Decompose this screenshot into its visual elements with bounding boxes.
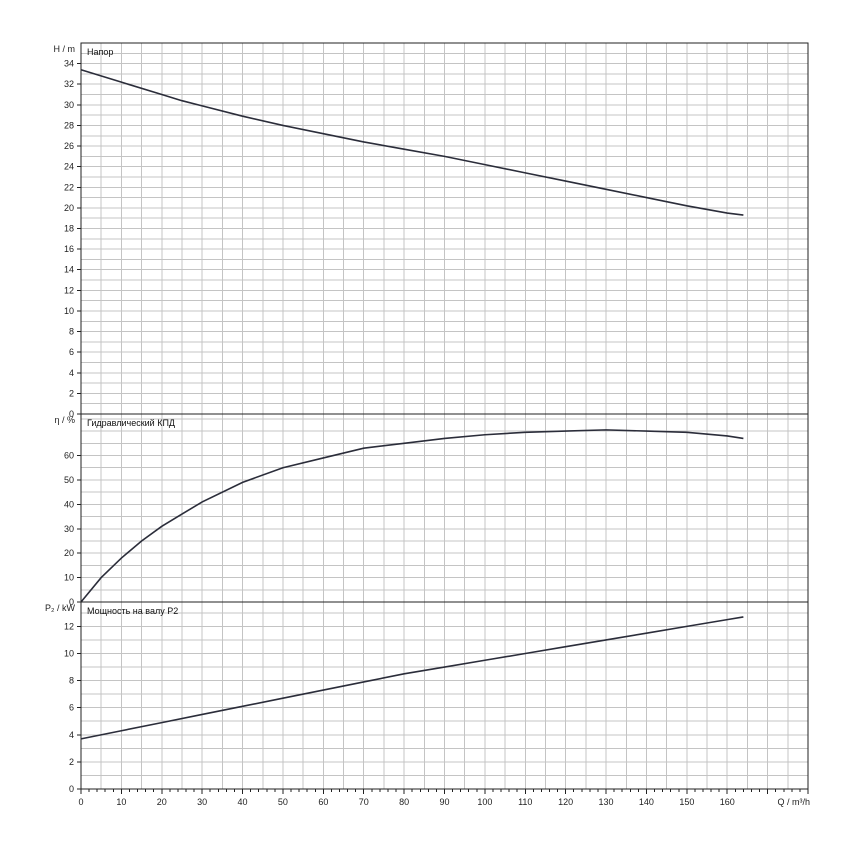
y-tick-label: 12 [64,621,74,631]
y-tick-label: 4 [69,730,74,740]
panel-power: 0 2 4 6 8 10 12 P₂ / kW Мощность на валу P2 [45,601,809,794]
y-tick-label: 22 [64,182,74,192]
y-tick-label: 6 [69,347,74,357]
y-tick-label: 0 [69,409,74,419]
x-tick-label: 110 [518,797,532,807]
panel-title: Гидравлический КПД [87,418,175,428]
x-tick-label: 0 [78,797,83,807]
y-axis-label: P₂ / kW [45,603,75,613]
y-tick-label: 10 [64,306,74,316]
x-axis: 0 10 20 30 40 50 60 70 80 90 100 110 120 130 140 150 160… [78,789,810,807]
x-tick-label: 10 [116,797,126,807]
y-tick-label: 30 [64,100,74,110]
y-tick-label: 20 [64,203,74,213]
x-tick-label: 130 [599,797,614,807]
y-tick-label: 20 [64,548,74,558]
x-tick-label: 60 [318,797,328,807]
y-tick-label: 2 [69,388,74,398]
y-tick-label: 32 [64,79,74,89]
y-tick-label: 24 [64,162,74,172]
panel-title: Мощность на валу P2 [87,606,178,616]
x-tick-label: 160 [720,797,735,807]
series-line-efficiency [80,429,744,603]
y-axis-label: η / % [54,415,75,425]
y-tick-label: 10 [64,573,74,583]
x-tick-label: 20 [157,797,167,807]
y-tick-label: 8 [69,327,74,337]
y-tick-label: 60 [64,451,74,461]
y-tick-label: 0 [69,784,74,794]
y-tick-label: 12 [64,285,74,295]
y-tick-label: 18 [64,224,74,234]
y-tick-label: 40 [64,499,74,509]
y-tick-label: 26 [64,141,74,151]
y-tick-label: 16 [64,244,74,254]
x-tick-label: 90 [439,797,449,807]
panel-title: Напор [87,47,113,57]
y-tick-label: 8 [69,676,74,686]
x-tick-label: 120 [558,797,573,807]
x-tick-label: 100 [477,797,492,807]
y-tick-label: 14 [64,265,74,275]
x-tick-label: 40 [238,797,248,807]
y-tick-label: 0 [69,597,74,607]
x-tick-label: 50 [278,797,288,807]
panel-efficiency: 0 10 20 30 40 50 60 η / % Гидравлический КПД [54,413,809,607]
y-tick-label: 4 [69,368,74,378]
x-axis-label: Q / m³/h [777,797,810,807]
x-tick-label: 150 [679,797,694,807]
x-tick-label: 30 [197,797,207,807]
x-tick-label: 80 [399,797,409,807]
y-tick-label: 34 [64,59,74,69]
x-tick-label: 140 [639,797,654,807]
y-tick-label: 10 [64,648,74,658]
series-line-head [80,69,744,216]
series-line-power [80,616,744,740]
y-tick-label: 2 [69,757,74,767]
y-tick-label: 28 [64,120,74,130]
y-tick-label: 6 [69,703,74,713]
y-axis-label: H / m [54,44,76,54]
x-tick-label: 70 [359,797,369,807]
y-tick-label: 30 [64,524,74,534]
grid-vertical [100,43,789,789]
y-tick-label: 50 [64,475,74,485]
